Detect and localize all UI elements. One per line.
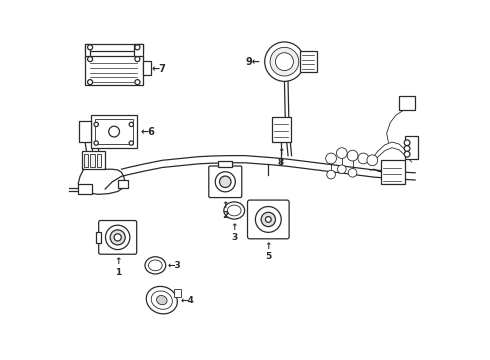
Circle shape	[88, 80, 93, 85]
Bar	[90, 154, 95, 167]
Bar	[95, 119, 133, 144]
Circle shape	[135, 45, 140, 50]
Circle shape	[88, 57, 93, 62]
Text: ←6: ←6	[141, 127, 156, 136]
FancyBboxPatch shape	[247, 200, 289, 239]
Circle shape	[338, 165, 346, 174]
Circle shape	[404, 140, 410, 145]
Ellipse shape	[147, 287, 177, 314]
Text: ↑
8: ↑ 8	[277, 148, 285, 167]
Bar	[91, 116, 137, 148]
Circle shape	[358, 153, 368, 164]
Circle shape	[404, 151, 410, 157]
Ellipse shape	[227, 205, 241, 216]
Circle shape	[367, 155, 378, 166]
Circle shape	[327, 170, 335, 179]
Bar	[272, 117, 291, 142]
Ellipse shape	[224, 202, 245, 219]
Ellipse shape	[148, 260, 162, 271]
Bar	[143, 61, 151, 75]
Text: ↑
2: ↑ 2	[221, 201, 229, 220]
Bar	[399, 96, 416, 110]
Circle shape	[266, 217, 271, 222]
Text: ←7: ←7	[152, 64, 167, 74]
Circle shape	[94, 141, 98, 145]
Bar	[118, 180, 128, 188]
Circle shape	[404, 145, 410, 151]
Text: ↑
3: ↑ 3	[230, 223, 238, 242]
Circle shape	[215, 172, 235, 192]
Ellipse shape	[151, 291, 172, 309]
Circle shape	[275, 53, 294, 71]
Circle shape	[255, 207, 281, 232]
FancyBboxPatch shape	[209, 166, 242, 198]
Text: 9←: 9←	[245, 57, 260, 67]
Circle shape	[337, 148, 347, 158]
Text: ↑
5: ↑ 5	[265, 242, 272, 261]
Bar	[84, 154, 88, 167]
Ellipse shape	[145, 257, 166, 274]
Bar	[82, 151, 105, 169]
Circle shape	[129, 141, 133, 145]
Circle shape	[94, 122, 98, 127]
Circle shape	[326, 153, 337, 164]
Circle shape	[114, 234, 122, 241]
Ellipse shape	[156, 296, 167, 305]
Circle shape	[129, 122, 133, 127]
Circle shape	[105, 225, 130, 249]
Circle shape	[110, 230, 125, 245]
Text: ←4: ←4	[180, 296, 195, 305]
Bar	[218, 161, 232, 167]
Bar	[97, 154, 101, 167]
FancyBboxPatch shape	[98, 221, 137, 254]
Circle shape	[265, 42, 304, 81]
Circle shape	[88, 45, 93, 50]
Bar	[134, 44, 143, 58]
Bar	[85, 56, 143, 85]
Bar	[78, 184, 92, 194]
Bar	[79, 121, 91, 142]
Bar	[299, 51, 317, 72]
Circle shape	[347, 150, 358, 161]
Text: ←3: ←3	[168, 261, 182, 270]
Bar	[381, 160, 405, 184]
Circle shape	[220, 176, 231, 188]
Circle shape	[109, 126, 120, 137]
Circle shape	[135, 57, 140, 62]
Circle shape	[261, 212, 275, 226]
Bar	[85, 44, 90, 58]
Circle shape	[135, 80, 140, 85]
Circle shape	[270, 47, 299, 76]
Bar	[96, 232, 101, 243]
Circle shape	[348, 168, 357, 177]
Bar	[405, 136, 418, 159]
Bar	[85, 44, 143, 51]
Bar	[174, 289, 181, 297]
Text: ↑
1: ↑ 1	[114, 257, 122, 276]
